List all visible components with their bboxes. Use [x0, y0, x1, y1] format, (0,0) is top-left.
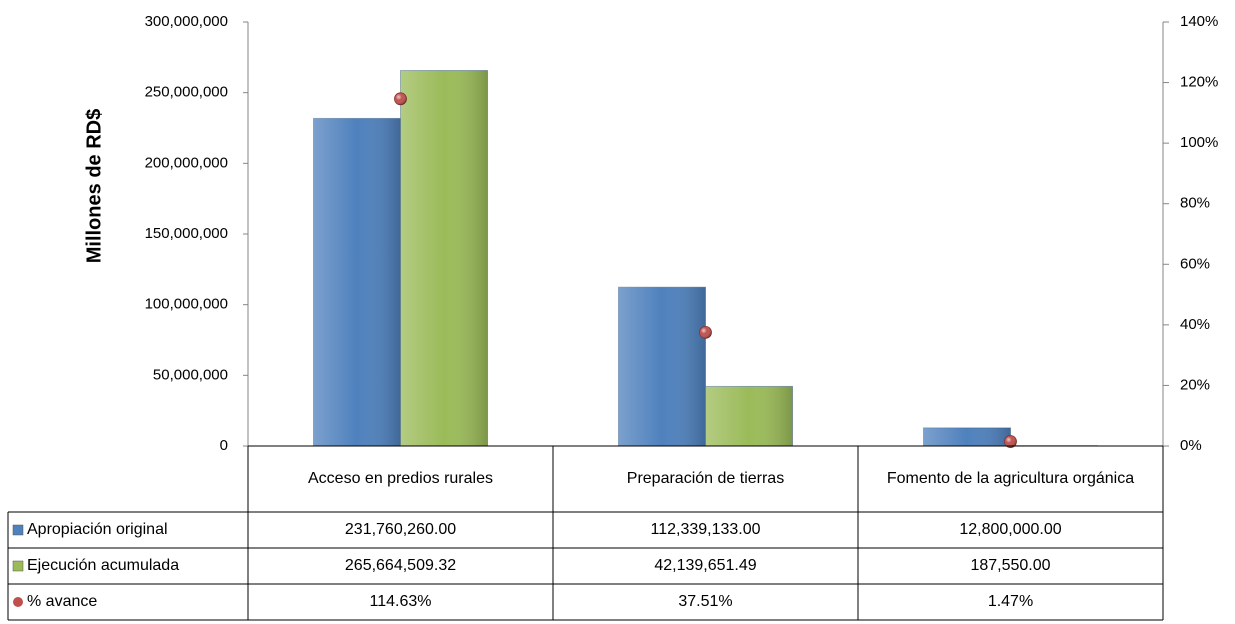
legend-label: % avance — [27, 593, 97, 610]
table-cell: 1.47% — [988, 593, 1033, 610]
table-cell: 187,550.00 — [970, 557, 1050, 574]
y2-tick-label: 140% — [1180, 13, 1218, 30]
y2-tick-label: 100% — [1180, 134, 1218, 151]
table-header: Fomento de la agricultura orgánica — [887, 470, 1134, 487]
table-cell: 37.51% — [678, 593, 732, 610]
marker-shine — [699, 326, 712, 339]
bar-shade — [400, 70, 488, 446]
y2-tick-label: 60% — [1180, 255, 1210, 272]
y-tick-label: 0 — [220, 437, 228, 454]
marker-shine — [394, 92, 407, 105]
y2-tick-label: 0% — [1180, 437, 1202, 454]
table-cell: 42,139,651.49 — [654, 557, 756, 574]
y-tick-label: 300,000,000 — [145, 13, 228, 30]
bar-shade — [618, 287, 706, 446]
y2-tick-label: 120% — [1180, 74, 1218, 91]
table-header: Acceso en predios rurales — [308, 470, 493, 487]
table-cell: 231,760,260.00 — [345, 521, 456, 538]
y-tick-label: 100,000,000 — [145, 296, 228, 313]
legend-key — [13, 597, 23, 607]
legend-key — [12, 524, 24, 536]
bar-shade — [923, 427, 1011, 446]
y-tick-label: 250,000,000 — [145, 84, 228, 101]
bar-shade — [313, 118, 401, 446]
table-cell: 265,664,509.32 — [345, 557, 456, 574]
y-tick-label: 200,000,000 — [145, 154, 228, 171]
legend-key — [12, 560, 24, 572]
marker-shine — [1004, 435, 1017, 448]
y2-tick-label: 20% — [1180, 376, 1210, 393]
table-header: Preparación de tierras — [627, 470, 784, 487]
y-tick-label: 150,000,000 — [145, 225, 228, 242]
table-cell: 112,339,133.00 — [650, 521, 760, 538]
y-tick-label: 50,000,000 — [153, 366, 228, 383]
table-cell: 114.63% — [370, 593, 432, 610]
table-cell: 12,800,000.00 — [959, 521, 1061, 538]
y2-tick-label: 40% — [1180, 316, 1210, 333]
legend-label: Apropiación original — [27, 521, 168, 538]
y2-tick-label: 80% — [1180, 195, 1210, 212]
bar-shade — [705, 386, 793, 446]
legend-label: Ejecución acumulada — [27, 557, 179, 574]
y-axis-label: Millones de RD$ — [83, 109, 105, 263]
